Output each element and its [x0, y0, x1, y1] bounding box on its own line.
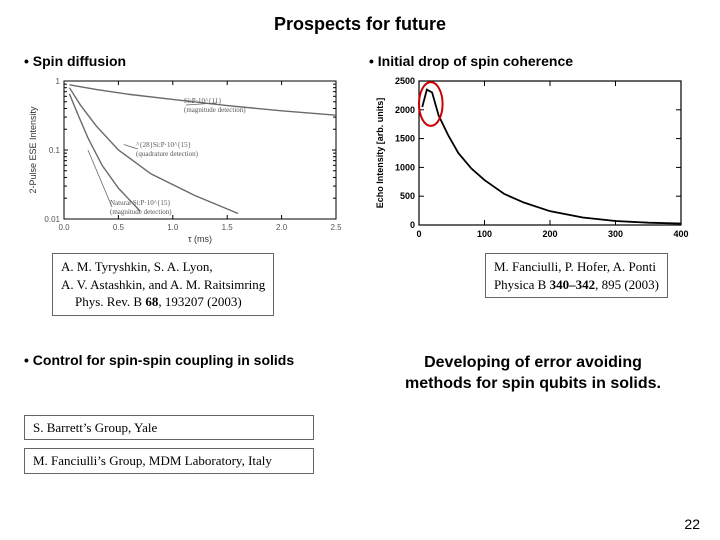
left-chart: 0.010.110.00.51.01.52.02.5τ (ms)2-Pulse … [24, 75, 351, 245]
smallref-b: M. Fanciulli’s Group, MDM Laboratory, It… [24, 448, 314, 474]
ref-text: Physica B [494, 277, 550, 292]
svg-text:0.5: 0.5 [113, 223, 125, 232]
svg-text:(magnitude detection): (magnitude detection) [184, 106, 246, 114]
svg-text:300: 300 [608, 229, 623, 239]
page-number: 22 [684, 516, 700, 532]
emph-line: Developing of error avoiding [424, 354, 642, 371]
svg-text:500: 500 [400, 191, 415, 201]
svg-text:2.5: 2.5 [330, 223, 342, 232]
ref-text: A. V. Astashkin, and A. M. Raitsimring [61, 277, 265, 292]
svg-text:1: 1 [56, 77, 61, 86]
svg-text:1000: 1000 [395, 162, 415, 172]
ref-volume: 340–342 [550, 277, 596, 292]
left-column: • Spin diffusion 0.010.110.00.51.01.52.0… [24, 53, 351, 245]
reference-row: A. M. Tyryshkin, S. A. Lyon, A. V. Astas… [24, 253, 696, 316]
svg-text:(quadrature detection): (quadrature detection) [136, 150, 199, 158]
svg-text:^{28}Si:P·10^{15}: ^{28}Si:P·10^{15} [136, 141, 191, 149]
emph-line: methods for spin qubits in solids. [405, 375, 661, 392]
ref-text: Phys. Rev. B [75, 294, 145, 309]
svg-text:1500: 1500 [395, 134, 415, 144]
svg-text:2500: 2500 [395, 76, 415, 86]
right-bullet: • Initial drop of spin coherence [369, 53, 696, 69]
left-bullet: • Spin diffusion [24, 53, 351, 69]
svg-text:2-Pulse ESE Intensity: 2-Pulse ESE Intensity [28, 106, 38, 194]
svg-text:0.0: 0.0 [58, 223, 70, 232]
smallref-a: S. Barrett’s Group, Yale [24, 415, 314, 441]
svg-text:0.1: 0.1 [49, 146, 61, 155]
ref-text: A. M. Tyryshkin, S. A. Lyon, [61, 259, 213, 274]
ref-text: M. Fanciulli, P. Hofer, A. Ponti [494, 259, 656, 274]
svg-text:0: 0 [416, 229, 421, 239]
svg-text:0: 0 [410, 220, 415, 230]
svg-text:1.5: 1.5 [222, 223, 234, 232]
svg-text:1.0: 1.0 [167, 223, 179, 232]
left-reference: A. M. Tyryshkin, S. A. Lyon, A. V. Astas… [52, 253, 274, 316]
svg-text:τ (ms): τ (ms) [188, 234, 212, 244]
svg-text:2.0: 2.0 [276, 223, 288, 232]
ref-text: , 193207 (2003) [158, 294, 241, 309]
small-references: S. Barrett’s Group, Yale M. Fanciulli’s … [24, 415, 696, 474]
svg-text:(magnitude detection): (magnitude detection) [110, 208, 172, 216]
emphasis-text: Developing of error avoiding methods for… [370, 352, 696, 395]
svg-text:100: 100 [477, 229, 492, 239]
svg-text:Echo Intensity [arb. units]: Echo Intensity [arb. units] [375, 98, 385, 209]
svg-text:Si:P·10^{11}: Si:P·10^{11} [184, 97, 222, 105]
section-2: • Control for spin-spin coupling in soli… [24, 352, 696, 395]
right-column: • Initial drop of spin coherence 0 500 100… [369, 53, 696, 245]
svg-text:200: 200 [542, 229, 557, 239]
svg-text:400: 400 [673, 229, 688, 239]
slide-title: Prospects for future [24, 14, 696, 35]
svg-text:Natural Si:P·10^{15}: Natural Si:P·10^{15} [110, 199, 171, 207]
section2-bullet: • Control for spin-spin coupling in soli… [24, 352, 350, 368]
two-column-row: • Spin diffusion 0.010.110.00.51.01.52.0… [24, 53, 696, 245]
svg-text:2000: 2000 [395, 105, 415, 115]
ref-text: , 895 (2003) [595, 277, 659, 292]
ref-volume: 68 [145, 294, 158, 309]
right-reference: M. Fanciulli, P. Hofer, A. Ponti Physica… [485, 253, 668, 298]
right-chart: 0 500 1000 1500 2000 2500 0 100 200 300 400 Echo In… [369, 75, 696, 245]
slide: Prospects for future • Spin diffusion 0.… [0, 0, 720, 540]
